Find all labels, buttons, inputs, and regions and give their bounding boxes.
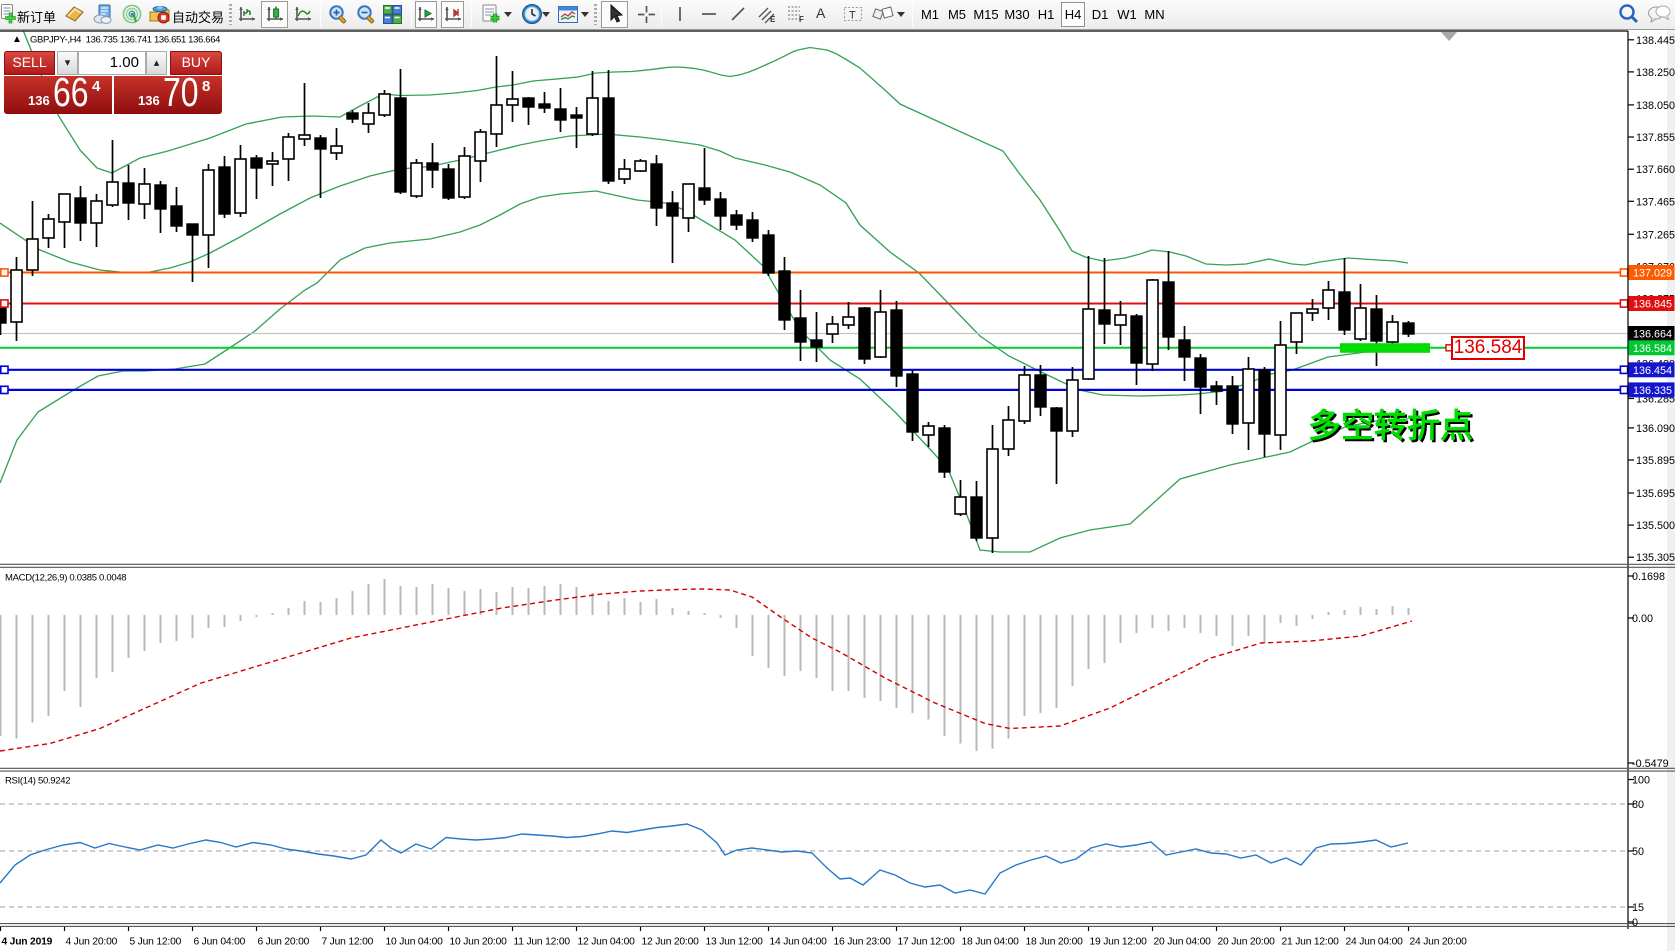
svg-text:13 Jun 12:00: 13 Jun 12:00: [706, 937, 764, 948]
svg-text:E: E: [770, 15, 776, 24]
svg-text:137.855: 137.855: [1636, 132, 1675, 144]
svg-text:0: 0: [1632, 917, 1638, 929]
svg-text:10 Jun 20:00: 10 Jun 20:00: [450, 937, 508, 948]
svg-text:135.305: 135.305: [1636, 552, 1675, 564]
svg-text:138.050: 138.050: [1636, 100, 1675, 112]
svg-text:136.584: 136.584: [1633, 343, 1672, 355]
svg-text:24 Jun 04:00: 24 Jun 04:00: [1346, 937, 1404, 948]
svg-text:0.1698: 0.1698: [1632, 571, 1665, 583]
svg-text:12 Jun 20:00: 12 Jun 20:00: [642, 937, 700, 948]
svg-text:136.090: 136.090: [1636, 423, 1675, 435]
svg-text:6 Jun 04:00: 6 Jun 04:00: [194, 937, 246, 948]
svg-text:-0.5479: -0.5479: [1632, 758, 1669, 770]
svg-text:MACD(12,26,9) 0.0385 0.0048: MACD(12,26,9) 0.0385 0.0048: [5, 573, 126, 584]
svg-text:RSI(14) 50.9242: RSI(14) 50.9242: [5, 776, 70, 787]
svg-text:6 Jun 20:00: 6 Jun 20:00: [258, 937, 310, 948]
svg-text:F: F: [799, 15, 804, 24]
svg-text:135.500: 135.500: [1636, 520, 1675, 532]
svg-text:10 Jun 04:00: 10 Jun 04:00: [386, 937, 444, 948]
svg-text:136.845: 136.845: [1633, 299, 1672, 311]
svg-text:20 Jun 04:00: 20 Jun 04:00: [1154, 937, 1212, 948]
svg-text:137.265: 137.265: [1636, 229, 1675, 241]
svg-text:0.00: 0.00: [1632, 613, 1653, 625]
svg-text:T: T: [849, 10, 856, 22]
svg-text:▲: ▲: [12, 34, 22, 45]
svg-text:12 Jun 04:00: 12 Jun 04:00: [578, 937, 636, 948]
svg-text:21 Jun 12:00: 21 Jun 12:00: [1282, 937, 1340, 948]
svg-text:50: 50: [1632, 846, 1644, 858]
svg-text:80: 80: [1632, 799, 1644, 811]
svg-text:136.454: 136.454: [1633, 365, 1672, 377]
svg-text:137.465: 137.465: [1636, 196, 1675, 208]
svg-text:138.445: 138.445: [1636, 35, 1675, 47]
svg-text:4 Jun 20:00: 4 Jun 20:00: [66, 937, 118, 948]
svg-text:135.895: 135.895: [1636, 455, 1675, 467]
svg-text:14 Jun 04:00: 14 Jun 04:00: [770, 937, 828, 948]
svg-text:15: 15: [1632, 902, 1644, 914]
svg-text:17 Jun 12:00: 17 Jun 12:00: [898, 937, 956, 948]
svg-text:18 Jun 20:00: 18 Jun 20:00: [1026, 937, 1084, 948]
svg-text:11 Jun 12:00: 11 Jun 12:00: [514, 937, 571, 948]
svg-text:20 Jun 20:00: 20 Jun 20:00: [1218, 937, 1276, 948]
svg-text:4 Jun 2019: 4 Jun 2019: [2, 937, 53, 948]
svg-text:18 Jun 04:00: 18 Jun 04:00: [962, 937, 1020, 948]
svg-text:24 Jun 20:00: 24 Jun 20:00: [1410, 937, 1468, 948]
svg-text:5 Jun 12:00: 5 Jun 12:00: [130, 937, 182, 948]
svg-text:GBPJPY-,H4 136.735 136.741 13: GBPJPY-,H4 136.735 136.741 136.651 136.6…: [30, 35, 220, 46]
svg-text:135.695: 135.695: [1636, 488, 1675, 500]
svg-text:138.250: 138.250: [1636, 67, 1675, 79]
svg-text:19 Jun 12:00: 19 Jun 12:00: [1090, 937, 1148, 948]
svg-text:137.660: 137.660: [1636, 164, 1675, 176]
svg-text:136.335: 136.335: [1633, 385, 1672, 397]
svg-text:7 Jun 12:00: 7 Jun 12:00: [322, 937, 374, 948]
svg-text:100: 100: [1632, 775, 1650, 787]
svg-text:136.664: 136.664: [1633, 329, 1672, 341]
svg-text:137.029: 137.029: [1633, 268, 1672, 280]
svg-text:16 Jun 23:00: 16 Jun 23:00: [834, 937, 892, 948]
